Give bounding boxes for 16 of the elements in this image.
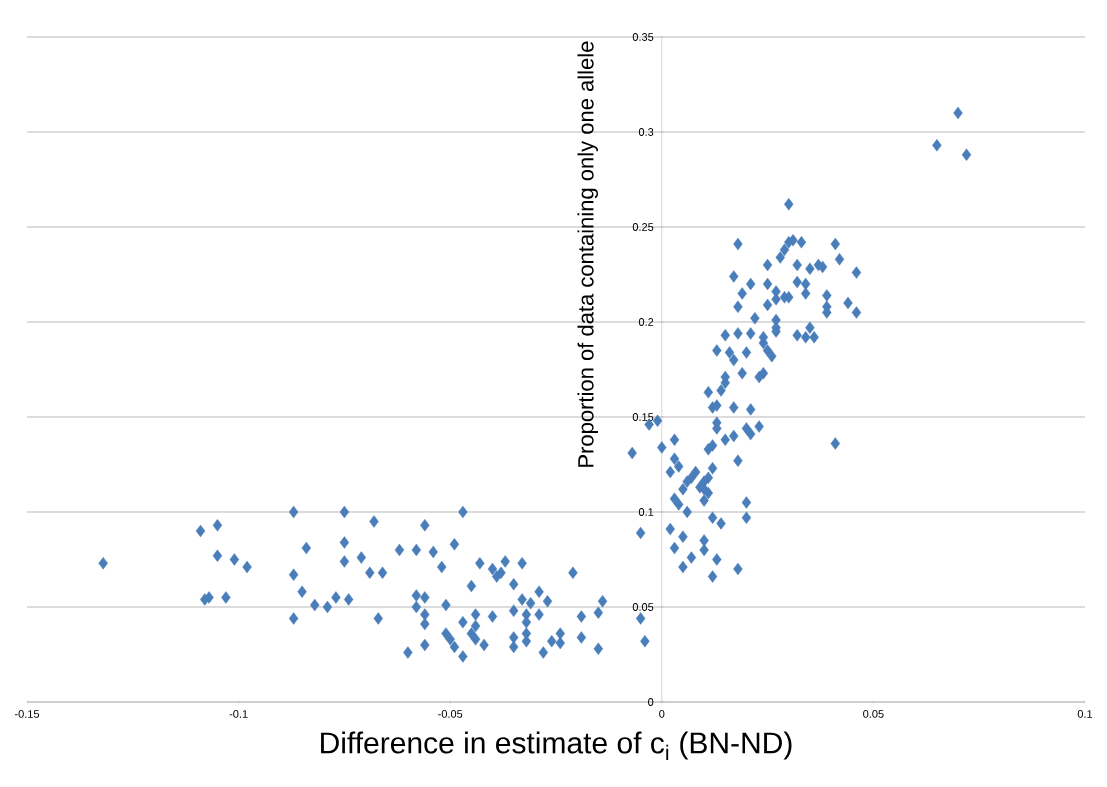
y-tick-label: 0.35: [632, 33, 654, 41]
y-tick-label: 0.2: [638, 318, 654, 326]
x-tick-label: -0.05: [438, 710, 463, 718]
y-tick-label: 0.15: [632, 413, 654, 421]
y-tick-label: 0: [648, 698, 654, 706]
y-tick-label: 0.1: [638, 508, 654, 516]
y-tick-label: 0.05: [632, 603, 654, 611]
y-tick-label: 0.3: [638, 128, 654, 136]
x-tick-label: 0.1: [1077, 710, 1093, 718]
x-tick-label: -0.15: [14, 710, 40, 718]
x-tick-label: -0.1: [229, 710, 248, 718]
x-axis-title: Difference in estimate of c$_{i}$ (BN-ND): [321, 731, 792, 760]
y-tick-label: 0.25: [632, 223, 654, 231]
x-tick-label: 0: [659, 710, 665, 718]
x-tick-label: 0.05: [863, 710, 884, 718]
y-axis-title: Proportion of data containing only one allele: [577, 41, 598, 467]
